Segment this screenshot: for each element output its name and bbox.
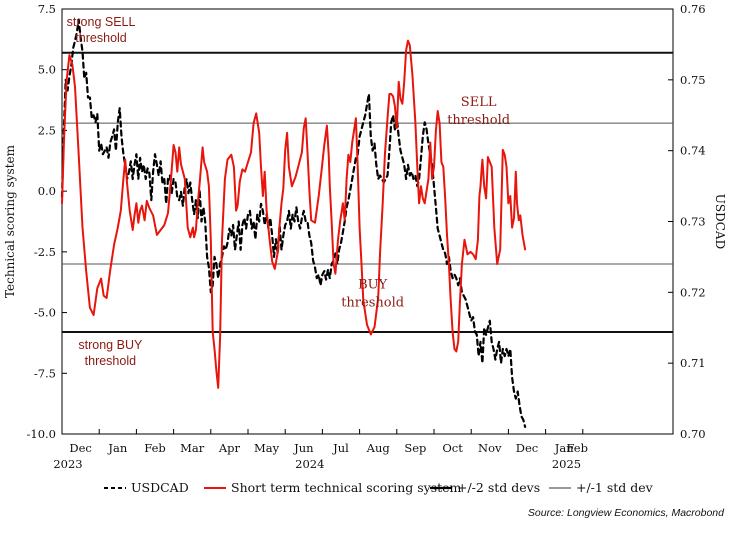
- annotation-text-1: SELL: [461, 95, 497, 110]
- x-tick-label: Dec: [516, 441, 538, 455]
- right-tick-label: 0.73: [680, 215, 706, 229]
- x-tick-label: Jul: [332, 441, 349, 455]
- x-tick-label: Jun: [293, 441, 314, 455]
- annotation-text-3: strong BUY: [78, 338, 143, 352]
- x-tick-label: Sep: [404, 441, 426, 455]
- annotation-text-2: BUY: [358, 277, 388, 292]
- std-dev-reference-lines: [62, 51, 673, 333]
- x-tick-label: Jan: [107, 441, 127, 455]
- x-tick-label: May: [254, 441, 280, 455]
- right-axis-title: USDCAD: [713, 194, 727, 249]
- legend-label: +/-2 std devs: [457, 480, 540, 495]
- x-tick-label: Oct: [442, 441, 463, 455]
- left-tick-label: -5.0: [34, 306, 56, 320]
- legend-label: +/-1 std dev: [576, 480, 654, 495]
- left-tick-label: 0.0: [38, 184, 56, 198]
- legend-label: USDCAD: [131, 480, 189, 495]
- x-tick-label: Apr: [218, 441, 241, 455]
- right-tick-label: 0.74: [680, 144, 706, 158]
- right-tick-label: 0.75: [680, 73, 706, 87]
- legend-label: Short term technical scoring system: [231, 480, 462, 495]
- x-tick-label: Feb: [144, 441, 166, 455]
- annotation-text-2: threshold: [341, 295, 404, 310]
- threshold-annotations: strong SELL threshold SELL threshold BUY thre…: [67, 15, 510, 368]
- x-year-label: 2024: [295, 457, 324, 471]
- left-tick-label: -2.5: [34, 245, 56, 259]
- scoring-series-line: [61, 39, 527, 389]
- x-year-label: 2023: [53, 457, 82, 471]
- x-year-label: 2025: [552, 457, 581, 471]
- x-tick-label: Feb: [566, 441, 588, 455]
- legend: USDCAD Short term technical scoring syste…: [104, 480, 654, 495]
- annotation-text-1: threshold: [447, 113, 510, 128]
- left-axis: 7.5 5.0 2.5 0.0 -2.5 -5.0 -7.5 -10.0: [27, 2, 67, 441]
- usdcad-series-line: [60, 18, 527, 428]
- right-tick-label: 0.70: [680, 427, 706, 441]
- x-tick-label: Dec: [69, 441, 91, 455]
- left-tick-label: 2.5: [38, 123, 56, 137]
- left-tick-label: -10.0: [27, 427, 57, 441]
- right-axis: 0.76 0.75 0.74 0.73 0.72 0.71 0.70: [668, 2, 706, 441]
- x-axis: Dec Jan Feb Mar Apr May Jun Jul Aug Sep Oct Nov Dec J…: [53, 429, 588, 471]
- annotation-text-0: strong SELL: [67, 15, 136, 29]
- x-tick-label: Aug: [366, 441, 391, 455]
- right-tick-label: 0.76: [680, 2, 706, 16]
- source-note: Source: Longview Economics, Macrobond: [528, 507, 725, 519]
- x-tick-label: Jan: [554, 441, 574, 455]
- annotation-text-0: threshold: [75, 31, 126, 45]
- left-tick-label: 5.0: [38, 63, 56, 77]
- left-axis-title: Technical scoring system: [3, 144, 17, 298]
- left-tick-label: 7.5: [38, 2, 56, 16]
- series-layer: [60, 18, 527, 428]
- x-tick-label: Mar: [180, 441, 205, 455]
- right-tick-label: 0.72: [680, 285, 706, 299]
- left-tick-label: -7.5: [34, 366, 56, 380]
- annotation-text-3: threshold: [85, 354, 136, 368]
- right-tick-label: 0.71: [680, 356, 706, 370]
- x-tick-label: Nov: [478, 441, 502, 455]
